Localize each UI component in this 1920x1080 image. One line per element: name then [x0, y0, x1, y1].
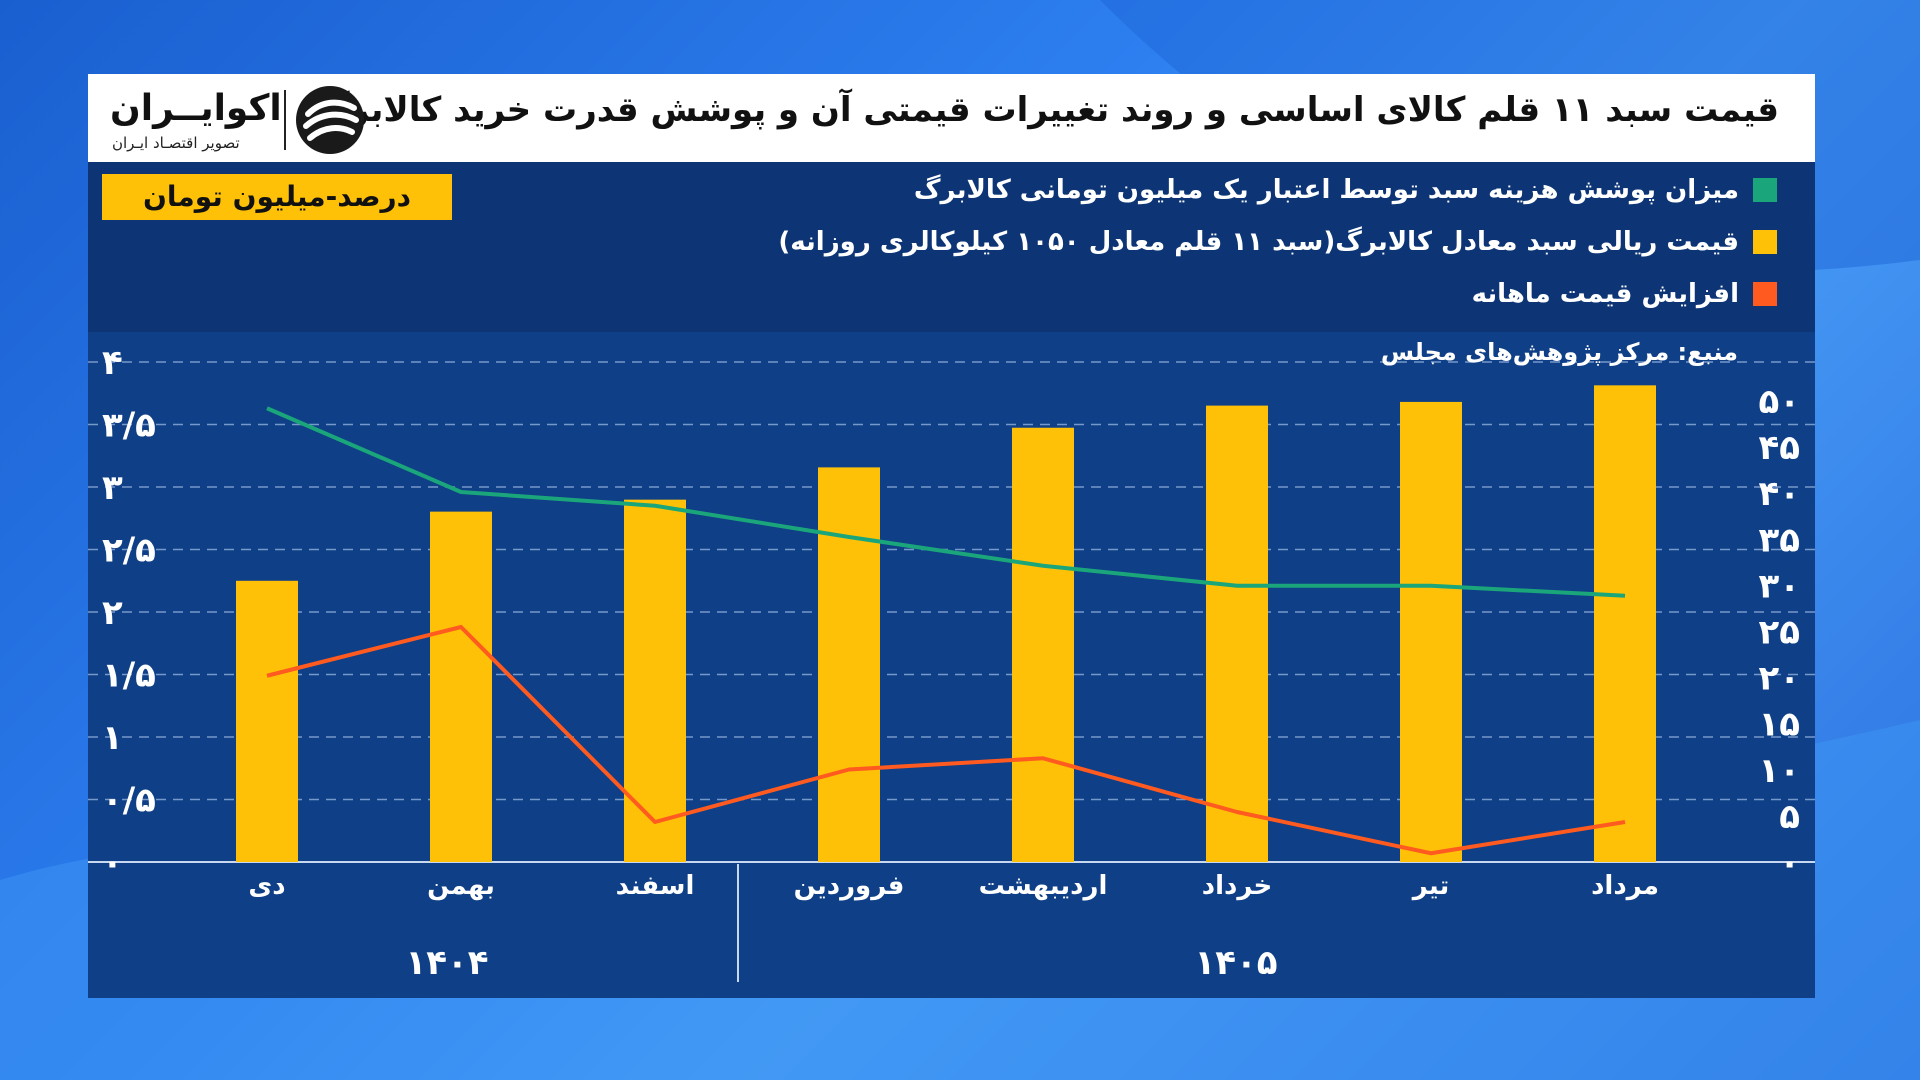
right-axis-tick: ۰ [1779, 843, 1800, 883]
logo-tagline: تصویر اقتصـاد ایـران [112, 134, 240, 152]
right-axis-tick: ۱۵ [1758, 705, 1800, 745]
category-label: اردیبهشت [979, 871, 1108, 901]
ecoiran-logo: اکوایــران تصویر اقتصـاد ایـران [98, 82, 368, 156]
right-axis-tick: ۵۰ [1758, 382, 1800, 422]
bar-basket-price [818, 467, 880, 862]
right-axis-tick: ۵ [1779, 797, 1800, 837]
legend-item-monthly-increase: افزایش قیمت ماهانه [1472, 274, 1777, 314]
logo-divider [284, 90, 286, 150]
legend-item-basket-price: قیمت ریالی سبد معادل کالابرگ(سبد ۱۱ قلم … [778, 222, 1777, 262]
year-label: ۱۴۰۴ [405, 943, 488, 983]
left-axis-tick: ۲/۵ [102, 531, 156, 571]
line-monthly-increase [266, 625, 1626, 856]
category-label: تیر [1411, 871, 1450, 901]
category-label: خرداد [1202, 871, 1273, 901]
right-axis-tick: ۴۵ [1758, 428, 1800, 468]
chart-title: قیمت سبد ۱۱ قلم کالای اساسی و روند تغییر… [314, 90, 1779, 130]
right-axis-tick: ۱۰ [1758, 751, 1800, 791]
year-label: ۱۴۰۵ [1194, 943, 1277, 983]
left-axis-tick: ۳/۵ [102, 406, 156, 446]
left-axis-tick: ۱/۵ [102, 656, 156, 696]
right-axis-tick: ۴۰ [1758, 474, 1800, 514]
category-label: دی [248, 871, 285, 901]
right-axis-tick: ۲۵ [1758, 613, 1800, 653]
legend-swatch-green [1753, 178, 1777, 202]
plot-area: ۰ ۰/۵ ۱ ۱/۵ ۲ ۲/۵ ۳ ۳/۵ ۴ ۰ ۵ ۱۰ ۱۵ ۲۰ ۲۵ ۳۰ ۳۵ ۴۰ ۴۵ ۵۰ دی ب… [88, 332, 1815, 998]
legend-label-coverage: میزان پوشش هزینه سبد توسط اعتبار یک میلی… [913, 175, 1739, 205]
legend: درصد-میلیون تومان میزان پوشش هزینه سبد ت… [88, 162, 1815, 332]
bar-basket-price [1400, 401, 1462, 862]
line-coverage [266, 406, 1626, 598]
bar-basket-price [624, 499, 686, 862]
bar-basket-price [1594, 385, 1656, 862]
bar-basket-price [1012, 427, 1074, 862]
bar-basket-price [430, 511, 492, 862]
unit-badge: درصد-میلیون تومان [102, 174, 452, 220]
legend-swatch-yellow [1753, 230, 1777, 254]
legend-label-monthly-increase: افزایش قیمت ماهانه [1471, 279, 1739, 309]
category-label: فروردین [794, 871, 905, 901]
left-axis-tick: ۰/۵ [102, 781, 156, 821]
infographic-card: قیمت سبد ۱۱ قلم کالای اساسی و روند تغییر… [88, 74, 1815, 998]
right-axis-tick: ۲۰ [1758, 659, 1800, 699]
category-label: اسفند [616, 871, 695, 901]
category-label: مرداد [1591, 871, 1659, 901]
chart-panel: درصد-میلیون تومان میزان پوشش هزینه سبد ت… [88, 162, 1815, 998]
left-axis-tick: ۳ [102, 468, 123, 508]
left-axis-tick: ۲ [102, 593, 123, 633]
header-bar: قیمت سبد ۱۱ قلم کالای اساسی و روند تغییر… [88, 74, 1815, 162]
left-axis-tick: ۰ [102, 843, 123, 883]
legend-swatch-orange [1753, 282, 1777, 306]
bar-basket-price [1206, 405, 1268, 862]
left-axis-tick: ۴ [102, 343, 123, 383]
logo-mark-icon [296, 86, 364, 154]
legend-label-basket-price: قیمت ریالی سبد معادل کالابرگ(سبد ۱۱ قلم … [778, 227, 1739, 257]
right-axis-tick: ۳۵ [1758, 520, 1800, 560]
source-note: منبع: مرکز پژوهش‌های مجلس [1380, 338, 1738, 366]
left-axis-tick: ۱ [102, 718, 123, 758]
logo-name: اکوایــران [110, 88, 282, 129]
bar-basket-price [236, 580, 298, 862]
category-label: بهمن [427, 871, 495, 901]
legend-item-coverage: میزان پوشش هزینه سبد توسط اعتبار یک میلی… [914, 170, 1777, 210]
right-axis-tick: ۳۰ [1758, 566, 1800, 606]
